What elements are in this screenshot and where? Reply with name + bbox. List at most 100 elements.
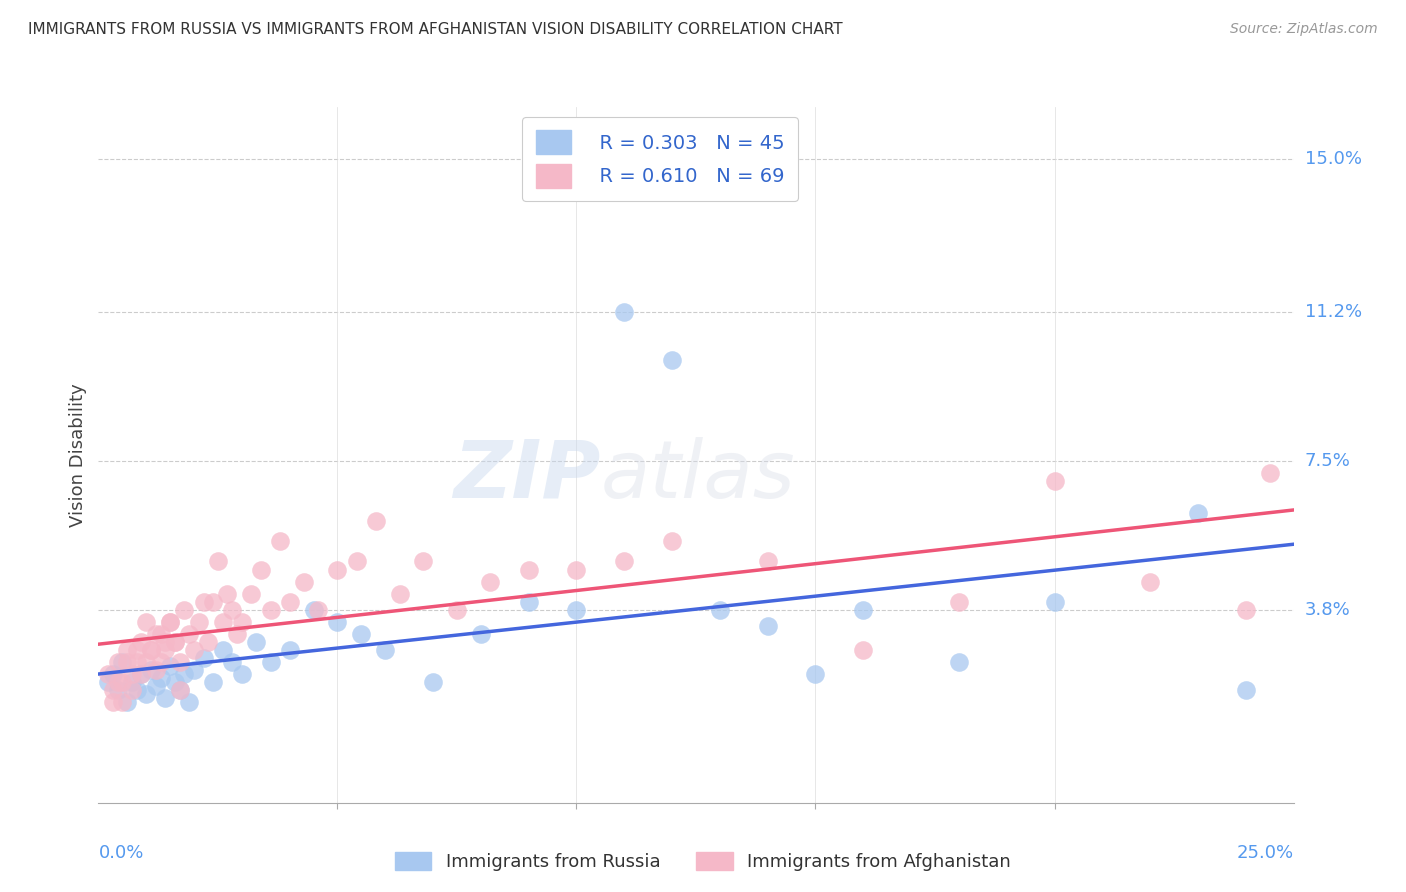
Point xyxy=(1258,466,1281,480)
Point xyxy=(613,305,636,319)
Point xyxy=(326,562,349,576)
Point xyxy=(226,627,249,641)
Point xyxy=(302,603,325,617)
Text: ZIP: ZIP xyxy=(453,437,600,515)
Text: 25.0%: 25.0% xyxy=(1236,845,1294,863)
Point xyxy=(350,627,373,641)
Point xyxy=(202,675,225,690)
Text: atlas: atlas xyxy=(600,437,796,515)
Point xyxy=(565,562,588,576)
Point xyxy=(101,683,124,698)
Text: 3.8%: 3.8% xyxy=(1305,600,1350,619)
Point xyxy=(364,514,387,528)
Point xyxy=(804,667,827,681)
Point xyxy=(135,655,157,669)
Point xyxy=(211,615,233,629)
Point xyxy=(139,643,162,657)
Point xyxy=(159,615,181,629)
Point xyxy=(115,655,138,669)
Point xyxy=(139,643,162,657)
Point xyxy=(187,615,209,629)
Point xyxy=(159,659,181,673)
Point xyxy=(97,675,120,690)
Point xyxy=(149,655,172,669)
Point xyxy=(231,667,253,681)
Point xyxy=(131,635,153,649)
Text: Source: ZipAtlas.com: Source: ZipAtlas.com xyxy=(1230,22,1378,37)
Point xyxy=(115,643,138,657)
Point xyxy=(292,574,315,589)
Point xyxy=(121,675,143,690)
Point xyxy=(183,643,205,657)
Point xyxy=(159,615,181,629)
Point xyxy=(131,667,153,681)
Point xyxy=(756,619,779,633)
Point xyxy=(1043,474,1066,488)
Point xyxy=(155,635,177,649)
Point xyxy=(446,603,468,617)
Point xyxy=(115,695,138,709)
Point xyxy=(221,603,243,617)
Point xyxy=(278,643,301,657)
Y-axis label: Vision Disability: Vision Disability xyxy=(69,383,87,527)
Point xyxy=(169,683,191,698)
Point xyxy=(1187,506,1209,520)
Point xyxy=(125,655,148,669)
Point xyxy=(179,695,201,709)
Point xyxy=(121,667,143,681)
Point xyxy=(1234,683,1257,698)
Text: 0.0%: 0.0% xyxy=(98,845,143,863)
Point xyxy=(107,675,129,690)
Point xyxy=(948,595,970,609)
Point xyxy=(111,655,134,669)
Point xyxy=(149,627,172,641)
Point xyxy=(1139,574,1161,589)
Point xyxy=(565,603,588,617)
Point xyxy=(852,643,875,657)
Point xyxy=(125,683,148,698)
Point xyxy=(422,675,444,690)
Point xyxy=(135,615,157,629)
Point xyxy=(173,603,195,617)
Text: 15.0%: 15.0% xyxy=(1305,151,1361,169)
Point xyxy=(97,667,120,681)
Point xyxy=(111,675,134,690)
Point xyxy=(101,695,124,709)
Point xyxy=(948,655,970,669)
Point xyxy=(139,663,162,677)
Point xyxy=(111,695,134,709)
Point xyxy=(517,595,540,609)
Point xyxy=(211,643,233,657)
Point xyxy=(173,667,195,681)
Point xyxy=(278,595,301,609)
Point xyxy=(852,603,875,617)
Point xyxy=(145,663,167,677)
Point xyxy=(231,615,253,629)
Point xyxy=(709,603,731,617)
Point xyxy=(101,667,124,681)
Point xyxy=(193,651,215,665)
Point xyxy=(259,603,281,617)
Point xyxy=(259,655,281,669)
Point xyxy=(661,534,683,549)
Point xyxy=(125,643,148,657)
Point xyxy=(326,615,349,629)
Point xyxy=(149,671,172,685)
Point xyxy=(1234,603,1257,617)
Point xyxy=(470,627,492,641)
Point xyxy=(374,643,396,657)
Point xyxy=(221,655,243,669)
Point xyxy=(135,687,157,701)
Text: 11.2%: 11.2% xyxy=(1305,303,1362,321)
Point xyxy=(269,534,291,549)
Point xyxy=(202,595,225,609)
Point xyxy=(163,635,186,649)
Point xyxy=(307,603,329,617)
Point xyxy=(388,587,411,601)
Point xyxy=(613,554,636,568)
Point xyxy=(240,587,263,601)
Legend: Immigrants from Russia, Immigrants from Afghanistan: Immigrants from Russia, Immigrants from … xyxy=(388,845,1018,879)
Point xyxy=(179,627,201,641)
Point xyxy=(756,554,779,568)
Point xyxy=(145,679,167,693)
